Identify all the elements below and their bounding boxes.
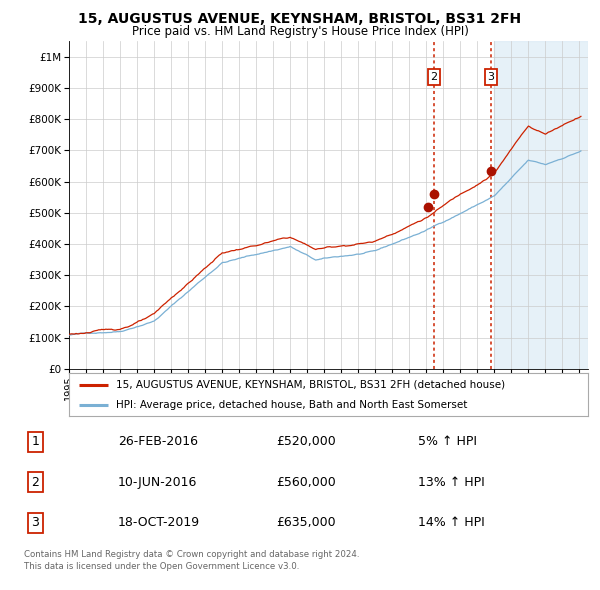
Text: This data is licensed under the Open Government Licence v3.0.: This data is licensed under the Open Gov… — [24, 562, 299, 571]
Text: 2: 2 — [430, 72, 437, 82]
Bar — [494, 41, 588, 369]
Text: 3: 3 — [487, 72, 494, 82]
Text: 1: 1 — [31, 435, 40, 448]
Text: 3: 3 — [31, 516, 40, 529]
Text: Contains HM Land Registry data © Crown copyright and database right 2024.: Contains HM Land Registry data © Crown c… — [24, 550, 359, 559]
Text: 15, AUGUSTUS AVENUE, KEYNSHAM, BRISTOL, BS31 2FH: 15, AUGUSTUS AVENUE, KEYNSHAM, BRISTOL, … — [79, 12, 521, 26]
Text: 5% ↑ HPI: 5% ↑ HPI — [418, 435, 476, 448]
Text: Price paid vs. HM Land Registry's House Price Index (HPI): Price paid vs. HM Land Registry's House … — [131, 25, 469, 38]
Text: HPI: Average price, detached house, Bath and North East Somerset: HPI: Average price, detached house, Bath… — [116, 401, 467, 410]
Text: £560,000: £560,000 — [277, 476, 336, 489]
Text: 26-FEB-2016: 26-FEB-2016 — [118, 435, 198, 448]
Text: £635,000: £635,000 — [277, 516, 336, 529]
Text: 18-OCT-2019: 18-OCT-2019 — [118, 516, 200, 529]
Text: 15, AUGUSTUS AVENUE, KEYNSHAM, BRISTOL, BS31 2FH (detached house): 15, AUGUSTUS AVENUE, KEYNSHAM, BRISTOL, … — [116, 380, 505, 390]
Text: 14% ↑ HPI: 14% ↑ HPI — [418, 516, 484, 529]
Text: £520,000: £520,000 — [277, 435, 336, 448]
Text: 2: 2 — [31, 476, 40, 489]
Text: 13% ↑ HPI: 13% ↑ HPI — [418, 476, 484, 489]
Text: 10-JUN-2016: 10-JUN-2016 — [118, 476, 197, 489]
